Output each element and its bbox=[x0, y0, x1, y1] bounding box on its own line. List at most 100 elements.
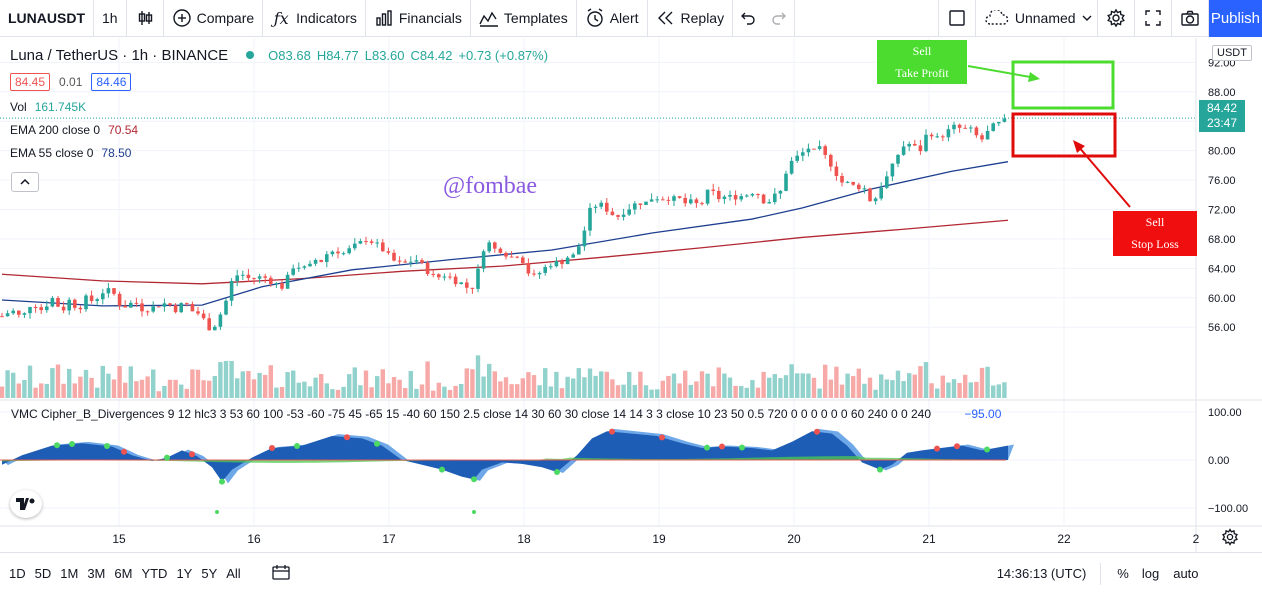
candle-body bbox=[448, 276, 452, 278]
candle-body bbox=[913, 143, 917, 146]
auto-toggle[interactable]: auto bbox=[1173, 566, 1199, 581]
volume-bar bbox=[873, 389, 878, 398]
layout-button[interactable]: Unnamed bbox=[976, 0, 1098, 37]
candle-body bbox=[218, 314, 223, 327]
volume-bar bbox=[750, 380, 755, 398]
candle-body bbox=[616, 215, 620, 217]
range-button-ytd[interactable]: YTD bbox=[141, 566, 168, 581]
symbol-search[interactable]: LUNAUSDT bbox=[0, 0, 94, 37]
candle-body bbox=[302, 266, 307, 268]
alert-button[interactable]: Alert bbox=[577, 0, 648, 37]
range-button-1d[interactable]: 1D bbox=[9, 566, 26, 581]
interval-button[interactable]: 1h bbox=[94, 0, 127, 37]
compare-button[interactable]: Compare bbox=[164, 0, 264, 37]
candle-body bbox=[661, 199, 665, 201]
candle-body bbox=[409, 261, 413, 263]
candle-body bbox=[784, 173, 788, 191]
signal-dot bbox=[554, 469, 560, 475]
gear-icon bbox=[1106, 8, 1126, 28]
ema55-legend[interactable]: EMA 55 close 0 78.50 bbox=[10, 146, 548, 160]
candle-body bbox=[806, 148, 811, 153]
volume-bar bbox=[946, 382, 951, 398]
fullscreen-button[interactable] bbox=[1135, 0, 1172, 37]
volume-bar bbox=[890, 380, 895, 398]
volume-bar bbox=[0, 386, 5, 398]
candle-body bbox=[985, 130, 990, 140]
volume-bar bbox=[78, 376, 83, 398]
signal-dot bbox=[739, 444, 745, 451]
candle-body bbox=[941, 136, 945, 138]
publish-label: Publish bbox=[1210, 9, 1261, 27]
undo-button[interactable] bbox=[733, 0, 763, 37]
legend: Luna / TetherUS · 1h · BINANCE O83.68 H8… bbox=[10, 45, 548, 160]
sell-price-box[interactable]: 84.45 bbox=[10, 73, 51, 91]
volume-bar bbox=[795, 373, 800, 398]
volume-bar bbox=[733, 385, 738, 398]
range-button-1m[interactable]: 1M bbox=[60, 566, 79, 581]
snapshot-button[interactable] bbox=[1172, 0, 1209, 37]
range-button-all[interactable]: All bbox=[226, 566, 241, 581]
candle-body bbox=[593, 206, 598, 208]
ema200-legend[interactable]: EMA 200 close 0 70.54 bbox=[10, 123, 548, 137]
indicators-button[interactable]: ƒx Indicators bbox=[263, 0, 366, 37]
financials-button[interactable]: Financials bbox=[366, 0, 471, 37]
range-button-1y[interactable]: 1Y bbox=[176, 566, 193, 581]
candle-body bbox=[638, 203, 643, 205]
buy-price-box[interactable]: 84.46 bbox=[91, 73, 132, 91]
chart-canvas[interactable]: 92.0088.0084.0080.0076.0072.0068.0064.00… bbox=[0, 38, 1262, 552]
volume-bar bbox=[11, 372, 16, 398]
settings-button[interactable] bbox=[1098, 0, 1135, 37]
chart-style-button[interactable] bbox=[127, 0, 164, 37]
replay-button[interactable]: Replay bbox=[648, 0, 734, 37]
volume-bar bbox=[677, 383, 682, 398]
volume-bar bbox=[341, 386, 346, 398]
volume-bar bbox=[711, 386, 716, 398]
volume-bar bbox=[106, 373, 111, 398]
range-button-3m[interactable]: 3M bbox=[87, 566, 106, 581]
currency-badge[interactable]: USDT bbox=[1212, 45, 1252, 61]
log-toggle[interactable]: log bbox=[1141, 566, 1160, 581]
signal-dot bbox=[294, 443, 300, 449]
volume-bar bbox=[940, 375, 945, 398]
percent-toggle[interactable]: % bbox=[1117, 566, 1129, 581]
candle-body bbox=[549, 266, 553, 268]
candle-body bbox=[481, 251, 486, 269]
candle-body bbox=[537, 272, 542, 275]
range-button-5d[interactable]: 5D bbox=[34, 566, 52, 581]
stop-loss-text: Sell Stop Loss bbox=[1131, 215, 1179, 251]
collapse-legend-button[interactable] bbox=[11, 172, 39, 192]
volume-bar bbox=[195, 369, 201, 398]
wave-dark-area bbox=[2, 431, 1008, 482]
candle-body bbox=[397, 260, 402, 262]
candle-body bbox=[666, 199, 671, 201]
volume-bar bbox=[481, 376, 486, 398]
publish-button[interactable]: Publish bbox=[1208, 0, 1262, 37]
volume-bar bbox=[727, 377, 733, 398]
candle-body bbox=[621, 214, 626, 217]
candle-body bbox=[963, 127, 967, 129]
candle-body bbox=[431, 273, 435, 275]
candle-body bbox=[145, 311, 150, 313]
candle-body bbox=[28, 306, 32, 314]
candle-body bbox=[369, 241, 374, 243]
timezone-settings-button[interactable] bbox=[1221, 528, 1241, 548]
utc-clock[interactable]: 14:36:13 (UTC) bbox=[996, 566, 1087, 581]
range-button-5y[interactable]: 5Y bbox=[201, 566, 218, 581]
candle-body bbox=[509, 256, 514, 258]
volume-bar bbox=[576, 368, 581, 398]
tradingview-logo[interactable] bbox=[10, 490, 42, 518]
candle-body bbox=[56, 298, 60, 307]
bid-ask-row: 84.45 0.01 84.46 bbox=[10, 73, 548, 91]
indicator-legend[interactable]: VMC Cipher_B_Divergences 9 12 hlc3 3 53 … bbox=[11, 407, 1001, 421]
fullscreen-select-button[interactable] bbox=[937, 0, 976, 37]
redo-button[interactable] bbox=[763, 0, 796, 37]
volume-bar bbox=[554, 371, 559, 398]
templates-button[interactable]: Templates bbox=[471, 0, 577, 37]
volume-legend[interactable]: Vol 161.745K bbox=[10, 100, 548, 114]
volume-bar bbox=[313, 377, 318, 398]
date-range-icon[interactable] bbox=[272, 564, 290, 583]
range-button-6m[interactable]: 6M bbox=[114, 566, 133, 581]
volume-bar bbox=[145, 376, 150, 398]
symbol-title[interactable]: Luna / TetherUS · 1h · BINANCE bbox=[10, 46, 229, 64]
chevron-up-icon bbox=[19, 173, 31, 191]
